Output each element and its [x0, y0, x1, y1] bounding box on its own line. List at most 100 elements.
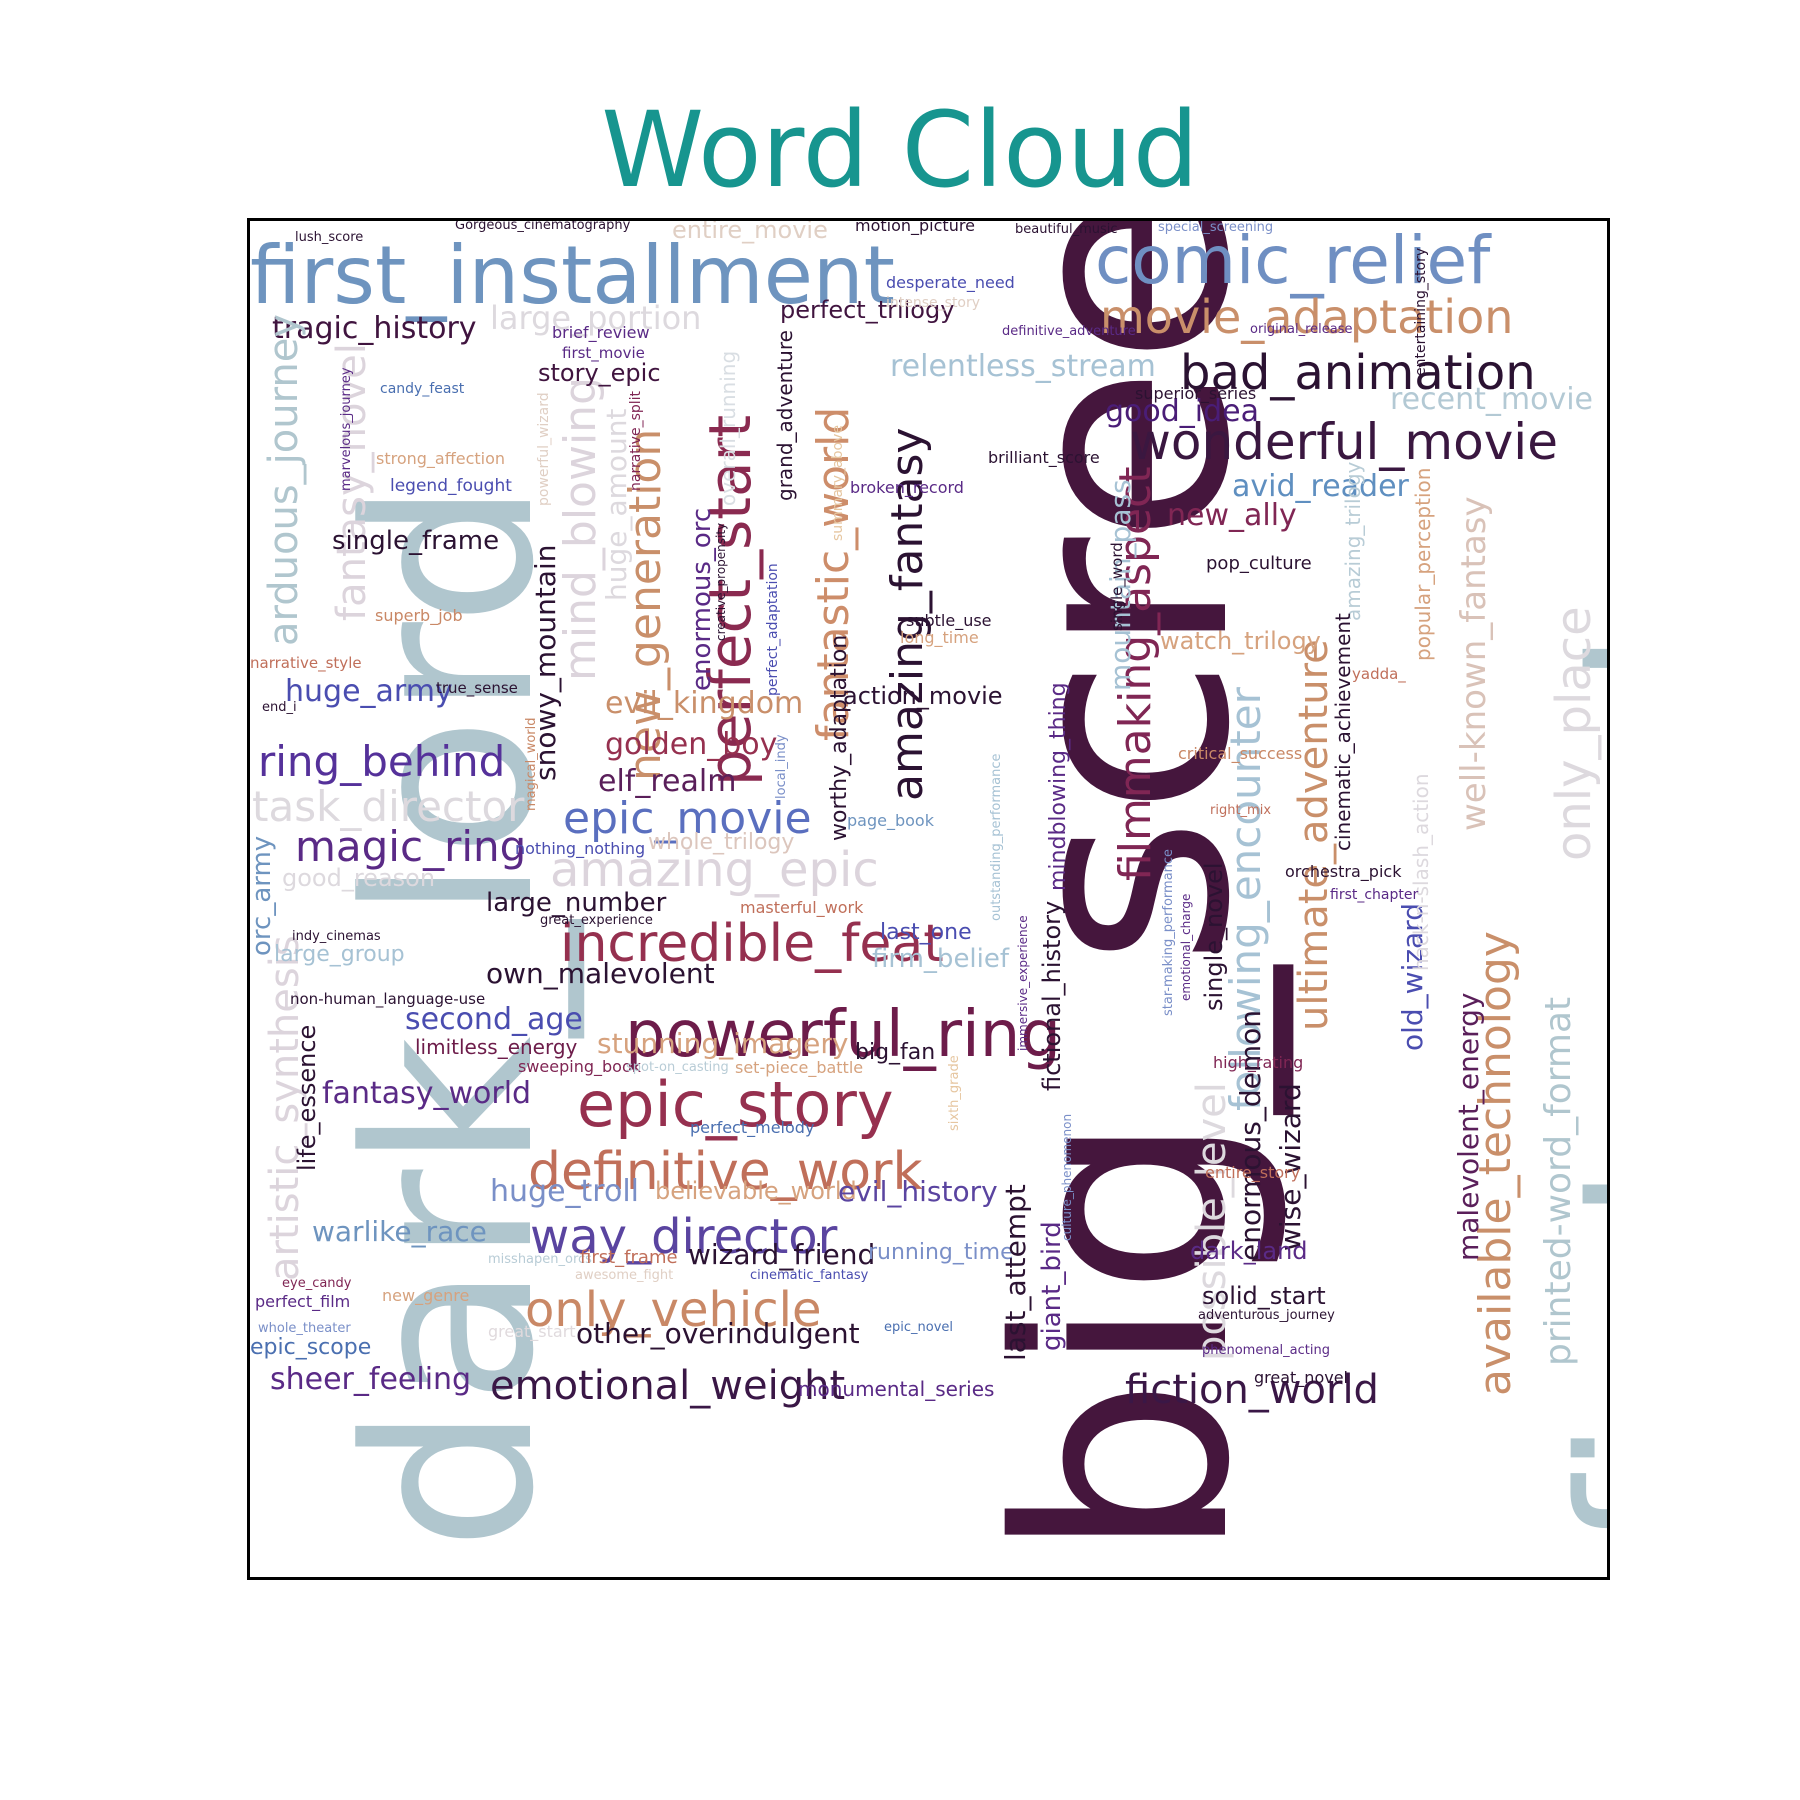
word-solid-start: solid_start: [1202, 1282, 1326, 1310]
word-movie-adaptation: movie_adaptation: [1100, 290, 1513, 344]
word-outstanding-performance: outstanding_performance: [989, 754, 1004, 921]
word-watch-trilogy: watch_trilogy: [1160, 627, 1321, 655]
word-adventurous-journey: adventurous_journey: [1198, 1308, 1335, 1323]
word-whole-trilogy: whole_trilogy: [648, 830, 794, 855]
word-new-ally: new_ally: [1167, 498, 1297, 533]
word-following-encounter: following_encounter: [1221, 686, 1270, 1111]
word-monumental-series: monumental_series: [798, 1377, 994, 1401]
word-large-number: large_number: [486, 888, 667, 918]
word-powerful-ring: powerful_ring: [625, 998, 1061, 1072]
word-incredible-feat: incredible_feat: [560, 914, 944, 974]
word-pop-culture: pop_culture: [1206, 553, 1312, 574]
word-warlike-race: warlike_race: [312, 1215, 487, 1248]
word-cinematic-fantasy: cinematic_fantasy: [750, 1268, 869, 1283]
word-epic-movie: epic_movie: [563, 793, 812, 844]
word-beautiful-music: beautiful_music: [1015, 222, 1118, 237]
word-true-sense: true_sense: [436, 679, 518, 698]
word-other-overindulgent: other_overindulgent: [576, 1317, 860, 1350]
word-huge-army: huge_army: [285, 674, 453, 709]
word-candy-feast: candy_feast: [380, 381, 465, 397]
word-culture-phenomenon: culture_phenomenon: [1060, 1114, 1074, 1241]
word-brief-review: brief_review: [552, 323, 650, 343]
word-new-generation: new_generation: [620, 429, 671, 781]
word-awesome-fight: awesome_fight: [575, 1268, 673, 1283]
word-filmmaking-aspect: filmmaking_aspect: [1110, 467, 1161, 881]
word-gorgeous-cinematography: Gorgeous_cinematography: [455, 221, 631, 233]
word-wonderful-movie: wonderful_movie: [1130, 413, 1558, 471]
word-arduous-journey: arduous_journey: [261, 314, 307, 646]
word-first-frame: first_frame: [580, 1247, 678, 1268]
word-elf-realm: elf_realm: [598, 764, 736, 799]
word-way-director: way_director: [530, 1209, 838, 1265]
word-definitive-work: definitive_work: [528, 1142, 923, 1202]
word-single-word: single_word: [1108, 542, 1127, 631]
word-yadda-: yadda_: [1352, 665, 1406, 684]
word-wise-wizard: wise_wizard: [1274, 1083, 1307, 1251]
word-epic-story: epic_story: [577, 1068, 894, 1141]
word-sixth-grade: sixth_grade: [947, 1055, 962, 1131]
word-superb-job: superb_job: [375, 606, 463, 626]
word-nothing-nothing: nothing_nothing: [515, 839, 645, 859]
word-definitive-adventure: definitive_adventure: [1002, 324, 1136, 339]
word-perfect-film: perfect_film: [255, 1292, 350, 1312]
word-phenomenal-acting: phenomenal_acting: [1202, 1343, 1330, 1358]
word-amazing-fantasy: amazing_fantasy: [882, 428, 933, 801]
word-comic-relief: comic_relief: [1095, 222, 1492, 299]
word-perfect-adaptation: perfect_adaptation: [765, 563, 781, 696]
word-creative-propensity: creative_propensity: [714, 523, 728, 641]
word-brilliant-score: brilliant_score: [988, 448, 1100, 468]
word-page-book: page_book: [847, 811, 935, 831]
word-huge-troll: huge_troll: [490, 1174, 639, 1209]
word-immersive-experience: immersive_experience: [1016, 915, 1030, 1051]
word-printed-word-format: printed-word_format: [1538, 997, 1579, 1366]
word-perfect-melody: perfect_melody: [690, 1118, 814, 1138]
word-ring-behind: ring_behind: [258, 737, 505, 786]
word-right-mix: right_mix: [1210, 803, 1271, 818]
word-critical-success: critical_success: [1178, 744, 1302, 764]
word-great-experience: great_experience: [540, 913, 653, 928]
word-dark-lord: dark_lord: [318, 480, 585, 1551]
word-orc-army: orc_army: [250, 836, 277, 956]
word-perfect-trilogy: perfect_trilogy: [780, 296, 954, 324]
word-mind-blowing: mind_blowing: [555, 377, 606, 681]
word-last-one: last_one: [880, 920, 972, 945]
word-hack-n-slash-action: hack-n-slash_action: [1409, 773, 1433, 971]
word-action-movie: action_movie: [843, 682, 1003, 710]
word-fictional-history: fictional_history: [1038, 901, 1066, 1091]
word-narrative-style: narrative_style: [250, 654, 362, 673]
word-sheer-feeling: sheer_feeling: [270, 1362, 471, 1397]
word-second-age: second_age: [405, 1002, 583, 1037]
word-broken-record: broken_record: [850, 478, 964, 498]
word-sweeping-book: sweeping_book: [518, 1057, 642, 1077]
word-first-chapter: first_chapter: [1330, 887, 1418, 903]
word-whole-theater: whole_theater: [258, 1321, 351, 1336]
word-magic-ring: magic_ring: [295, 822, 526, 871]
word-great-start: great_start: [488, 1322, 576, 1342]
word-long-time: long_time: [900, 628, 979, 648]
word-last-attempt: last_attempt: [999, 1184, 1032, 1361]
word-golden-boy: golden_boy: [605, 727, 777, 762]
word-firm-belief: firm_belief: [872, 944, 1010, 974]
word-marvelous-journey: marvelous_journey: [339, 367, 354, 491]
word-bad-animation: bad_animation: [1180, 345, 1536, 401]
word-magical-world: magical_world: [524, 717, 539, 811]
word-legend-fought: legend_fought: [390, 476, 512, 496]
word-single-frame: single_frame: [332, 526, 499, 556]
word-fantasy-novel: fantasy_novel: [329, 343, 375, 621]
word-orchestra-pick: orchestra_pick: [1285, 862, 1402, 882]
word-big-screen: big_screen: [957, 221, 1298, 1561]
word-great-novel: great_novel: [1254, 1368, 1348, 1388]
word-stunning-imagery: stunning_imagery: [597, 1027, 848, 1060]
word-motion-picture: motion_picture: [855, 221, 975, 236]
word-evil-kingdom: evil_kingdom: [605, 686, 803, 721]
word-available-technology: available_technology: [1470, 931, 1521, 1396]
word-relentless-stream: relentless_stream: [890, 349, 1156, 384]
word-desperate-need: desperate_need: [886, 273, 1015, 293]
word-limitless-energy: limitless_energy: [415, 1035, 578, 1059]
word-amazing-trilogy: amazing_trilogy: [1341, 461, 1365, 621]
word-misshapen-orcs: misshapen_orcs: [488, 1252, 592, 1267]
word-first-movie: first_movie: [562, 344, 645, 363]
word-epic-novel: epic_novel: [884, 1320, 953, 1335]
word-entire-movie: entire_movie: [672, 221, 828, 244]
word-big-fan: big_fan: [855, 1040, 935, 1065]
